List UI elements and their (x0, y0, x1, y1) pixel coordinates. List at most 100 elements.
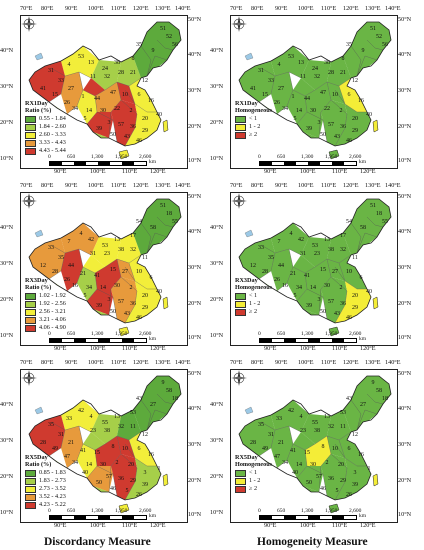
site-number-label: 16 (358, 98, 364, 104)
region-patch (83, 432, 105, 450)
site-number-label: 21 (340, 70, 346, 76)
site-number-label: 12 (142, 432, 148, 438)
site-number-label: 35 (258, 422, 264, 428)
legend-swatch (25, 147, 36, 155)
region-patch (301, 60, 331, 90)
right-latitude-label: 50°N (398, 16, 412, 23)
left-latitude-label: 30°N (210, 437, 224, 444)
right-latitude-label: 10°N (398, 334, 412, 341)
top-longitude-label: 140°E (175, 182, 191, 189)
right-latitude-label: 50°N (188, 370, 202, 377)
legend-item-label: 0.85 - 1.83 (39, 468, 66, 476)
site-number-label: 18 (376, 211, 382, 217)
site-number-label: 30 (100, 462, 106, 468)
lake-shape (34, 406, 44, 415)
caption-discordancy-measure: Discordancy Measure (44, 536, 151, 548)
bottom-longitude-label: 110°E (332, 345, 348, 352)
site-number-label: 44 (304, 96, 310, 102)
left-latitude-label: 20°N (210, 473, 224, 480)
scale-bar: 0 650 1,300 1,950 2,600 km (48, 154, 159, 168)
lake-shape (34, 52, 44, 61)
site-number-label: 13 (324, 237, 330, 243)
site-number-label: 39 (352, 482, 358, 488)
site-number-label: 18 (172, 396, 178, 402)
legend: RX1Day Ratio (%) 0.55 - 1.84 1.84 - 2.60 2.6… (25, 100, 89, 155)
legend-item: < 1 (235, 115, 299, 123)
legend-item: 2.56 - 3.21 (25, 308, 89, 316)
region-patch (117, 436, 135, 458)
site-number-label: 51 (160, 26, 166, 32)
scale-unit: km (149, 336, 157, 342)
scale-tick-label: 0 (48, 331, 51, 337)
region-patch (321, 277, 347, 323)
site-number-label: 10 (332, 446, 338, 452)
taiwan-island (372, 473, 379, 487)
site-number-label: 15 (304, 450, 310, 456)
region-patch (117, 82, 135, 104)
site-number-label: 57 (118, 122, 124, 128)
legend-item: 2.73 - 3.52 (25, 485, 89, 493)
site-number-label: 46 (136, 315, 142, 321)
site-number-label: 33 (276, 416, 282, 422)
site-number-label: 31 (300, 251, 306, 257)
site-number-label: 1 (158, 466, 161, 472)
site-number-label: 27 (360, 402, 366, 408)
taiwan-island (162, 119, 169, 133)
legend-item-label: < 1 (249, 468, 258, 476)
site-number-label: 58 (166, 388, 172, 394)
site-number-label: 44 (278, 263, 284, 269)
legend-swatch (25, 131, 36, 139)
site-number-label: 30 (114, 283, 120, 289)
bottom-longitude-label: 120°E (360, 522, 376, 529)
legend-subtitle: Homogeneous (235, 283, 273, 291)
site-number-label: 6 (138, 446, 141, 452)
legend-item: 1.83 - 2.73 (25, 477, 89, 485)
site-number-label: 38 (314, 428, 320, 434)
top-longitude-label: 90°E (65, 5, 78, 12)
left-latitude-label: 30°N (0, 83, 14, 90)
site-number-label: 10 (332, 92, 338, 98)
legend-item-label: 4.23 - 5.22 (39, 500, 66, 508)
site-number-label: 17 (340, 233, 346, 239)
legend-item-label: < 1 (249, 291, 258, 299)
site-number-label: 43 (346, 396, 352, 402)
site-number-label: 51 (370, 203, 376, 209)
bottom-longitude-label: 110°E (122, 522, 138, 529)
scale-tick-label: 1,300 (91, 331, 104, 337)
site-number-label: 42 (88, 237, 94, 243)
top-longitude-label: 130°E (365, 359, 381, 366)
region-patch (287, 267, 307, 301)
site-number-label: 3 (354, 470, 357, 476)
site-number-label: 32 (328, 424, 334, 430)
site-number-label: 58 (360, 225, 366, 231)
site-number-label: 34 (296, 285, 302, 291)
site-number-label: 11 (130, 424, 136, 430)
left-latitude-label: 40°N (0, 224, 14, 231)
map-panel-rx1day-discordancy: 70°E 80°E 90°E 100°E 110°E 120°E 130°E 140°E 90°… (0, 5, 206, 178)
scale-bar-graphic (259, 161, 357, 166)
site-number-label: 40 (156, 289, 162, 295)
site-number-label: 9 (162, 380, 165, 386)
left-latitude-label: 10°N (0, 332, 14, 339)
site-number-label: 20 (128, 462, 134, 468)
site-number-label: 9 (152, 48, 155, 54)
legend-title: RX5Day (235, 454, 258, 461)
bottom-longitude-label: 90°E (264, 522, 277, 529)
map-frame: 9 58 18 43 27 53 13 55 4 42 33 35 31 23 38 32 11 12 28 49 21… (20, 369, 188, 523)
site-number-label: 46 (346, 315, 352, 321)
bottom-longitude-label: 100°E (90, 522, 106, 529)
site-number-label: 13 (88, 60, 94, 66)
site-number-label: 14 (86, 108, 92, 114)
site-number-label: 47 (274, 454, 280, 460)
top-longitude-label: 100°E (88, 182, 104, 189)
top-longitude-label: 120°E (343, 359, 359, 366)
legend-subtitle: Ratio (%) (25, 106, 52, 114)
site-number-label: 51 (160, 203, 166, 209)
lake-shape (244, 406, 254, 415)
site-number-label: 5 (294, 116, 297, 122)
site-number-label: 1 (82, 94, 85, 100)
site-number-label: 5 (84, 293, 87, 299)
site-number-label: 6 (150, 275, 153, 281)
